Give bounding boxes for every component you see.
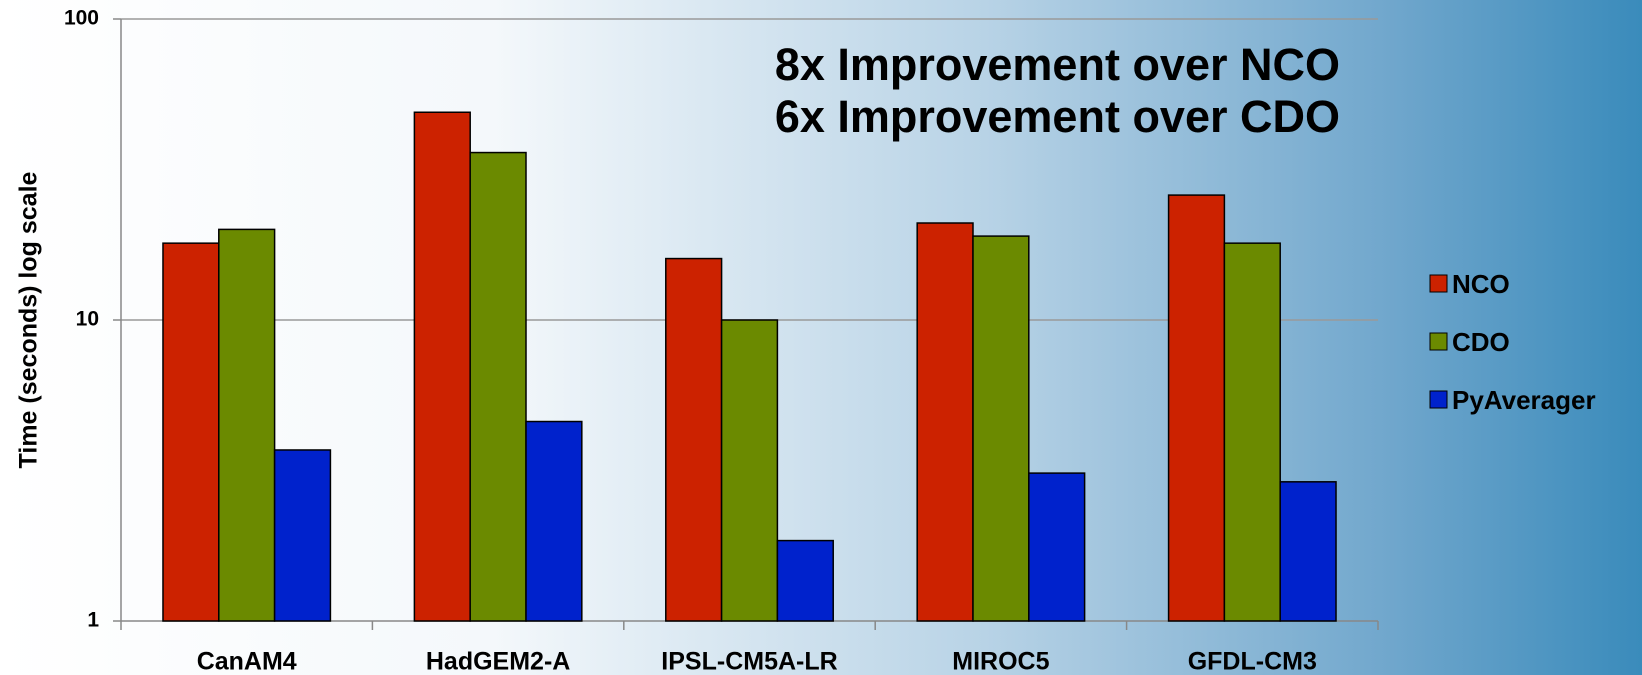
y-tick-label: 10: [76, 308, 99, 331]
x-tick-label: HadGEM2-A: [426, 648, 570, 675]
annotation: 6x Improvement over CDO: [775, 91, 1340, 142]
bar: [1280, 482, 1336, 621]
bar: [275, 450, 331, 621]
y-tick-label: 1: [87, 609, 99, 632]
chart: Time (seconds) log scale 8x Improvement …: [0, 0, 1642, 675]
bar: [917, 223, 973, 621]
x-tick-label: CanAM4: [197, 648, 297, 675]
x-tick-label: MIROC5: [952, 648, 1049, 675]
x-tick-label: IPSL-CM5A-LR: [661, 648, 837, 675]
bar: [526, 422, 582, 621]
bar: [722, 320, 778, 621]
legend-label: PyAverager: [1452, 385, 1596, 415]
legend-swatch: [1430, 275, 1447, 292]
legend-swatch: [1430, 391, 1447, 408]
bar: [1224, 243, 1280, 621]
bar: [666, 259, 722, 621]
bar: [163, 243, 219, 621]
bar: [414, 112, 470, 621]
legend-label: NCO: [1452, 269, 1510, 299]
annotation: 8x Improvement over NCO: [775, 39, 1340, 90]
bar: [1169, 195, 1225, 621]
bar: [219, 229, 275, 621]
bar: [973, 236, 1029, 621]
bar: [777, 541, 833, 621]
bar: [1029, 473, 1085, 621]
bar: [470, 153, 526, 621]
y-tick-label: 100: [64, 7, 99, 30]
y-axis-label: Time (seconds) log scale: [15, 171, 43, 468]
x-tick-label: GFDL-CM3: [1188, 648, 1317, 675]
legend-swatch: [1430, 333, 1447, 350]
legend-label: CDO: [1452, 327, 1510, 357]
